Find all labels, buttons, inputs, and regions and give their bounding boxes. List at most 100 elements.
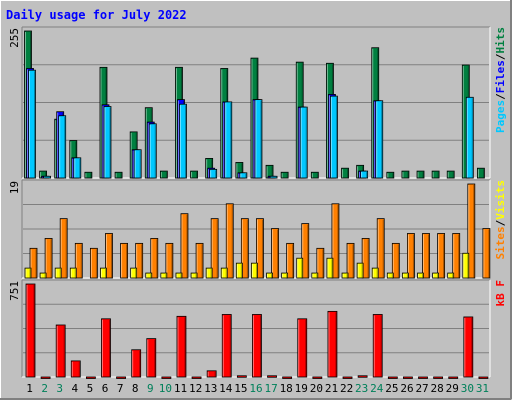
bar-kb-day-19 <box>297 318 308 378</box>
bar-sites-day-27 <box>422 233 430 279</box>
bar-sites-day-12 <box>195 242 204 279</box>
bar-pages-day-19 <box>299 106 308 179</box>
x-tick-label: 30 <box>461 382 474 395</box>
bar-pages-day-11 <box>179 103 187 179</box>
x-tick-label: 1 <box>26 382 33 395</box>
x-tick-label: 3 <box>56 382 63 395</box>
x-tick-label: 26 <box>400 382 413 395</box>
bar-hits-day-5 <box>84 171 93 179</box>
x-tick-label: 14 <box>219 382 233 395</box>
bar-visits-day-6 <box>100 267 107 279</box>
bar-visits-day-13 <box>205 267 213 279</box>
bar-visits-day-24 <box>371 267 379 279</box>
bar-kb-day-23 <box>357 375 368 378</box>
bar-sites-day-14 <box>225 203 234 279</box>
legend-entry: / <box>494 93 507 100</box>
legend-entry: Visits <box>494 180 507 220</box>
bar-pages-day-3 <box>58 115 67 179</box>
bar-pages-day-17 <box>269 175 278 179</box>
x-tick-label: 24 <box>370 382 384 395</box>
bar-visits-day-17 <box>266 272 273 279</box>
x-tick-label: 29 <box>446 382 459 395</box>
bar-pages-day-30 <box>465 96 474 179</box>
bar-pages-day-9 <box>148 123 157 179</box>
x-tick-label: 28 <box>431 382 444 395</box>
bar-kb-day-29 <box>448 376 459 379</box>
bar-visits-day-19 <box>296 257 304 279</box>
bar-pages-day-24 <box>375 100 384 179</box>
x-tick-label: 11 <box>174 382 187 395</box>
legend-1: Pages/Files/Hits <box>494 27 507 133</box>
x-tick-label: 18 <box>280 382 293 395</box>
x-tick-label: 2 <box>41 382 48 395</box>
legend-entry: Sites <box>494 226 507 259</box>
bar-kb-day-7 <box>116 376 126 379</box>
bar-sites-day-28 <box>437 233 446 279</box>
bar-pages-day-2 <box>43 175 51 179</box>
bar-visits-day-8 <box>130 267 138 279</box>
bar-pages-day-23 <box>360 170 369 179</box>
bar-kb-day-15 <box>236 375 247 378</box>
bar-visits-day-30 <box>462 252 470 279</box>
x-tick-label: 15 <box>234 382 247 395</box>
bar-kb-day-5 <box>85 376 96 379</box>
bar-sites-day-26 <box>407 233 415 279</box>
bar-kb-day-24 <box>372 314 383 378</box>
bar-sites-day-7 <box>120 242 128 279</box>
legend-3: kB F <box>494 280 507 307</box>
bar-kb-day-16 <box>252 314 262 378</box>
bar-sites-day-17 <box>271 228 279 279</box>
x-tick-label: 12 <box>189 382 202 395</box>
bar-kb-day-12 <box>191 376 202 379</box>
bar-pages-day-16 <box>254 99 263 179</box>
bar-hits-day-20 <box>310 171 319 179</box>
x-tick-label: 27 <box>415 382 428 395</box>
bar-sites-day-5 <box>89 247 98 279</box>
bar-visits-day-14 <box>220 267 228 279</box>
bar-kb-day-17 <box>267 375 277 378</box>
bar-kb-day-8 <box>131 349 142 378</box>
bar-pages-day-15 <box>239 172 248 179</box>
bar-kb-day-13 <box>206 370 217 378</box>
bar-visits-day-21 <box>326 257 334 279</box>
bar-kb-day-22 <box>342 376 353 379</box>
bar-kb-day-6 <box>101 318 111 378</box>
panel-3: 751 kB F <box>8 279 507 379</box>
x-tick-label: 20 <box>310 382 323 395</box>
bar-kb-day-27 <box>418 376 428 379</box>
bar-visits-day-10 <box>160 272 168 279</box>
bar-kb-day-1 <box>25 283 36 378</box>
legend-entry: Pages <box>494 100 507 133</box>
bar-visits-day-9 <box>145 272 153 279</box>
bar-sites-day-18 <box>286 242 295 279</box>
bar-kb-day-28 <box>433 376 444 379</box>
bar-visits-day-28 <box>432 272 440 279</box>
x-tick-label: 16 <box>249 382 262 395</box>
bar-visits-day-16 <box>251 262 258 279</box>
bar-pages-day-13 <box>209 168 218 179</box>
bar-visits-day-25 <box>386 272 394 279</box>
bar-visits-day-23 <box>356 262 364 279</box>
bar-visits-day-18 <box>281 272 289 279</box>
bar-kb-day-26 <box>403 376 413 379</box>
bar-sites-day-9 <box>150 238 159 279</box>
y-max-label: 255 <box>8 28 21 48</box>
bar-kb-day-20 <box>312 376 323 379</box>
bar-sites-day-29 <box>452 233 461 279</box>
bar-hits-day-29 <box>446 170 455 179</box>
x-tick-label: 19 <box>295 382 308 395</box>
bar-sites-day-15 <box>240 218 249 279</box>
bar-sites-day-2 <box>44 238 53 279</box>
x-tick-label: 31 <box>476 382 489 395</box>
bar-hits-day-28 <box>431 170 440 179</box>
panel-2: 19 Sites/Visits <box>8 179 507 279</box>
bar-sites-day-31 <box>482 228 491 279</box>
bar-pages-day-4 <box>73 157 82 179</box>
bar-kb-day-25 <box>387 376 398 379</box>
bar-kb-day-30 <box>463 316 474 378</box>
bar-sites-day-10 <box>165 242 174 279</box>
panel-1: 255 Pages/Files/Hits <box>8 26 507 179</box>
legend-entry: / <box>494 219 507 226</box>
